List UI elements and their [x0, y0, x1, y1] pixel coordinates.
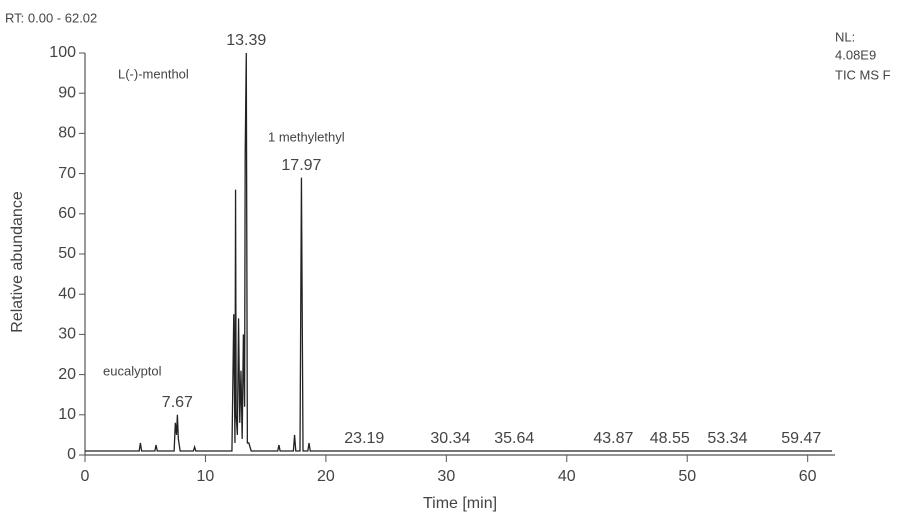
y-axis-label: Relative abundance [9, 191, 26, 333]
y-tick-label: 90 [58, 84, 76, 101]
peak-label: 35.64 [494, 430, 534, 447]
x-tick-label: 50 [678, 468, 696, 485]
header: RT: 0.00 - 62.02 [5, 10, 97, 25]
nl-label: NL: [835, 29, 855, 44]
x-tick-label: 0 [81, 468, 90, 485]
y-tick-label: 50 [58, 245, 76, 262]
trace [85, 52, 832, 452]
compound-annotation: 1 methylethyl [268, 129, 345, 144]
peak-label: 23.19 [344, 430, 384, 447]
x-tick-label: 60 [799, 468, 817, 485]
peak-label: 13.39 [226, 32, 266, 49]
nl-value: 4.08E9 [835, 47, 876, 62]
y-tick-label: 70 [58, 165, 76, 182]
x-axis-label: Time [min] [423, 495, 497, 512]
peak-label: 30.34 [430, 430, 470, 447]
peak-label: 59.47 [781, 430, 821, 447]
y-tick-label: 30 [58, 326, 76, 343]
x-tick-label: 40 [558, 468, 576, 485]
y-tick-label: 100 [49, 44, 76, 61]
x-tick-label: 30 [437, 468, 455, 485]
compound-annotation: eucalyptol [103, 363, 162, 378]
peak-label: 17.97 [281, 157, 321, 174]
peak-label: 48.55 [650, 430, 690, 447]
x-tick-label: 20 [317, 468, 335, 485]
x-tick-label: 10 [197, 468, 215, 485]
nl-mode: TIC MS F [835, 67, 891, 82]
y-tick-label: 0 [67, 446, 76, 463]
y-tick-label: 40 [58, 285, 76, 302]
y-tick-label: 80 [58, 125, 76, 142]
peak-label: 53.34 [707, 430, 747, 447]
peak-label: 43.87 [593, 430, 633, 447]
y-tick-label: 20 [58, 366, 76, 383]
peak-label: 7.67 [162, 394, 193, 411]
y-tick-label: 60 [58, 205, 76, 222]
y-tick-label: 10 [58, 406, 76, 423]
compound-annotation: L(-)-menthol [118, 66, 189, 81]
